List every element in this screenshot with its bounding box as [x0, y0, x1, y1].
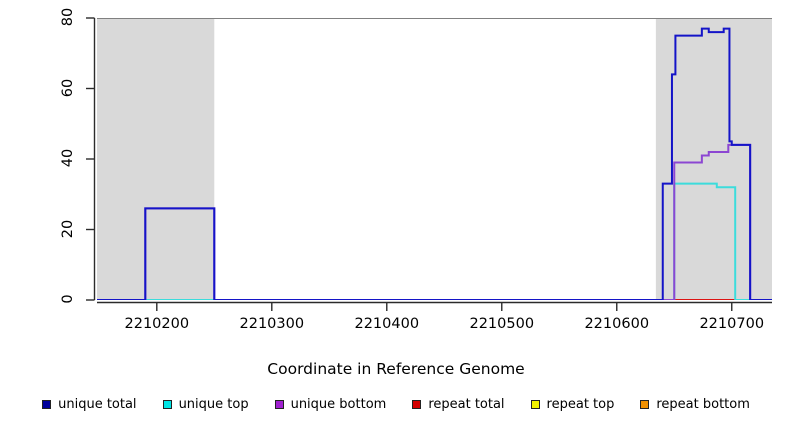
legend-entry[interactable]: repeat total [412, 397, 505, 412]
x-tick-label: 2210500 [469, 316, 535, 332]
legend-swatch-icon [42, 400, 52, 409]
legend-swatch-icon [640, 400, 650, 409]
plot-area [97, 18, 772, 300]
x-tick-label: 2210700 [699, 316, 765, 332]
legend-swatch-icon [162, 400, 172, 409]
x-tick-label: 2210400 [354, 316, 420, 332]
x-tick-label: 2210600 [584, 316, 650, 332]
y-tick-label: 60 [60, 78, 76, 97]
legend-swatch-icon [412, 400, 422, 409]
x-axis-title: Coordinate in Reference Genome [267, 360, 525, 378]
x-tick-label: 2210300 [239, 316, 305, 332]
legend-entry[interactable]: unique top [162, 397, 249, 412]
legend-swatch-icon [274, 400, 284, 409]
legend-entry[interactable]: unique bottom [274, 397, 387, 412]
shaded-region [97, 18, 215, 300]
x-tick-label: 2210200 [124, 316, 190, 332]
legend-entry[interactable]: repeat bottom [640, 398, 750, 411]
series-line [97, 182, 772, 300]
legend-swatch-icon [530, 400, 540, 409]
y-tick-label: 0 [60, 294, 76, 304]
legend-label: unique bottom [290, 397, 387, 412]
legend-label: repeat total [428, 397, 505, 412]
legend-entry[interactable]: unique total [42, 397, 137, 412]
legend-label: unique total [58, 397, 137, 412]
y-tick-label: 40 [60, 148, 76, 168]
y-tick-label: 20 [60, 219, 76, 238]
legend-label: repeat bottom [656, 397, 750, 412]
legend-label: repeat top [546, 397, 615, 412]
chart-legend: unique total unique top unique bottom repea… [0, 398, 792, 411]
y-tick-label: 80 [60, 7, 76, 27]
legend-entry[interactable]: repeat top [530, 397, 615, 412]
legend-label: unique top [178, 397, 249, 412]
coverage-plot [97, 18, 772, 300]
series-line [97, 27, 772, 300]
